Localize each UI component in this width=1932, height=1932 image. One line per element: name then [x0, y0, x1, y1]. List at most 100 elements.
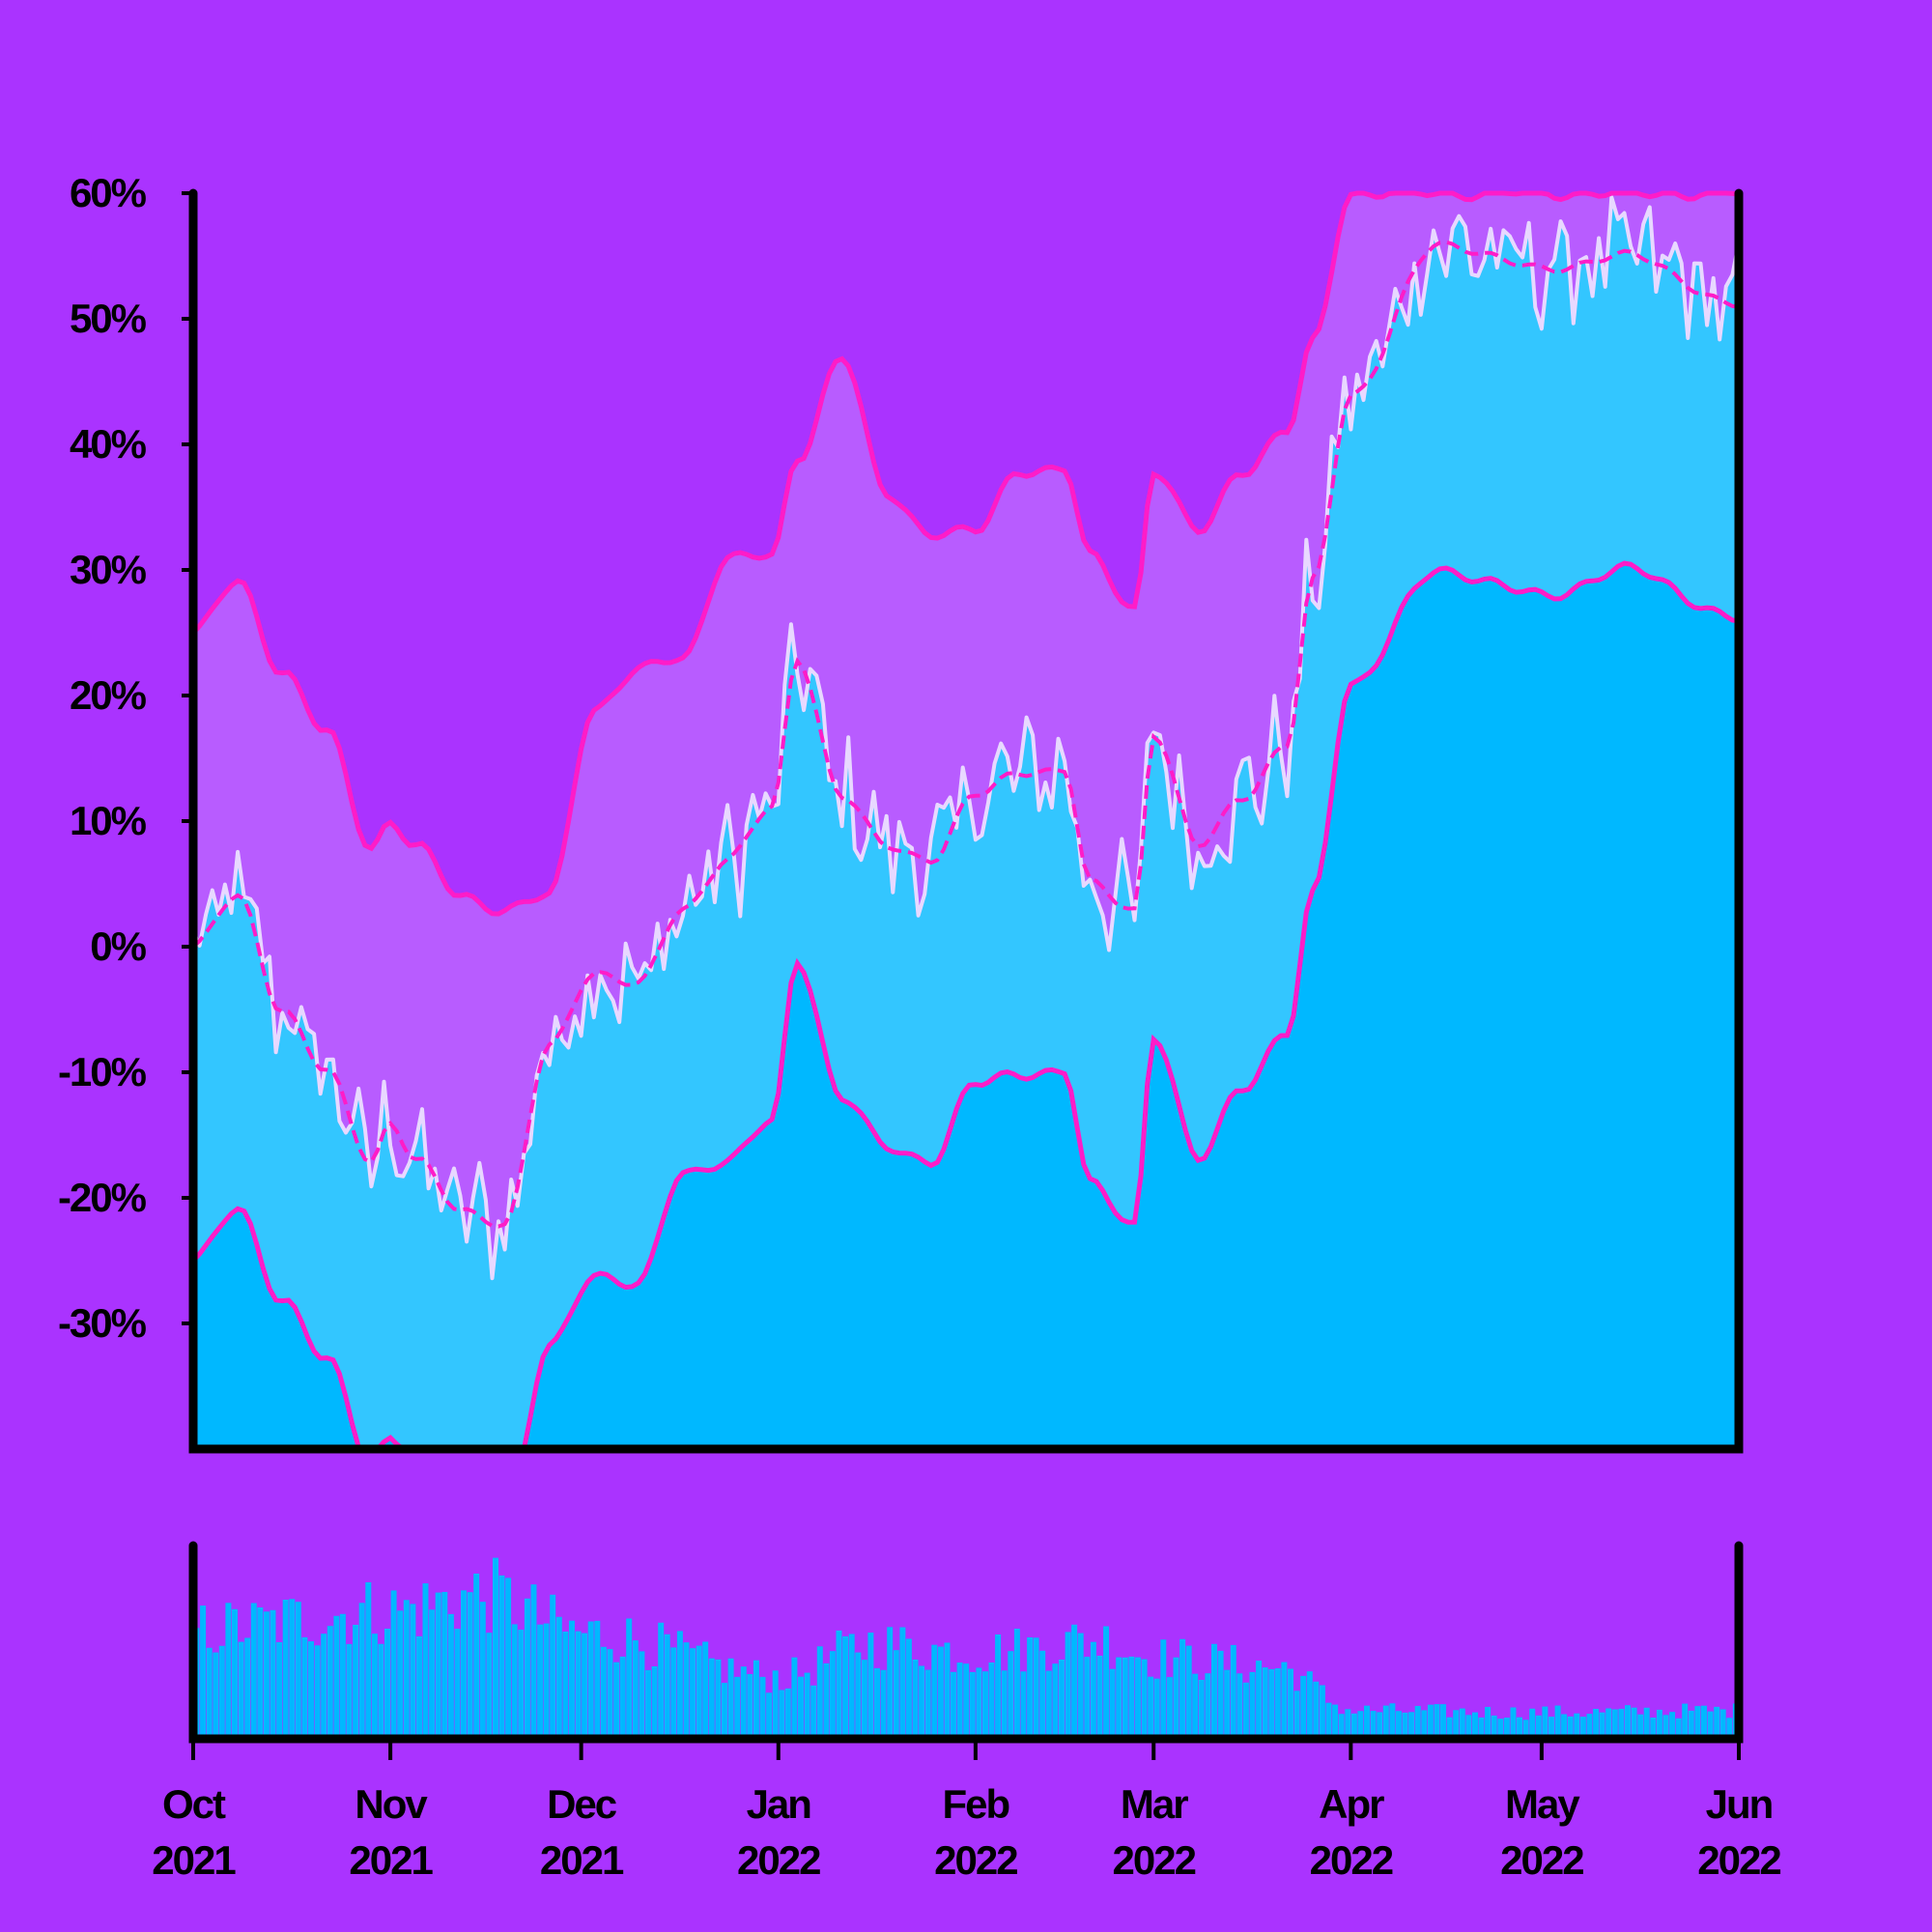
volume-bar: [562, 1632, 569, 1739]
volume-bar: [810, 1685, 817, 1739]
volume-bar: [1205, 1673, 1211, 1739]
volume-bar: [263, 1611, 270, 1739]
volume-bar: [1052, 1663, 1059, 1739]
volume-bar: [619, 1656, 626, 1739]
lower-band-fill: [193, 563, 1739, 1449]
volume-bar: [1472, 1712, 1478, 1739]
volume-bar: [937, 1646, 944, 1739]
volume-bar: [956, 1662, 963, 1739]
volume-bar: [626, 1618, 633, 1739]
volume-bar: [390, 1590, 397, 1739]
volume-bar: [1707, 1711, 1714, 1739]
volume-bar: [1153, 1678, 1160, 1739]
volume-bar: [339, 1613, 346, 1739]
x-tick-label-year: 2021: [349, 1837, 433, 1883]
volume-bar: [1001, 1670, 1008, 1739]
volume-bar: [798, 1676, 804, 1739]
volume-bar: [1586, 1714, 1593, 1739]
volume-bar: [1084, 1657, 1091, 1739]
volume-bars: [193, 1557, 1739, 1739]
volume-bar: [225, 1603, 232, 1739]
volume-bar: [498, 1575, 505, 1739]
volume-bar: [842, 1635, 849, 1739]
volume-bar: [639, 1651, 645, 1739]
volume-bar: [1281, 1662, 1288, 1739]
volume-bar: [353, 1625, 359, 1739]
volume-bar: [555, 1616, 562, 1739]
volume-bar: [384, 1629, 390, 1739]
volume-bar: [664, 1634, 670, 1739]
volume-bar: [218, 1645, 225, 1739]
volume-bar: [1656, 1709, 1662, 1739]
volume-bar: [1166, 1677, 1173, 1739]
volume-bar: [1529, 1708, 1536, 1739]
volume-bar: [912, 1660, 919, 1739]
volume-bar: [1262, 1667, 1268, 1739]
volume-bar: [1446, 1717, 1453, 1739]
volume-bar: [670, 1647, 677, 1739]
volume-bar: [1402, 1712, 1408, 1739]
volume-bar: [1059, 1660, 1065, 1739]
volume-bar: [257, 1607, 264, 1739]
volume-bar: [1491, 1715, 1497, 1739]
volume-bar: [600, 1646, 607, 1739]
volume-bar: [848, 1634, 855, 1739]
volume-bar: [232, 1608, 238, 1739]
x-tick-label-year: 2022: [1310, 1837, 1393, 1883]
volume-bar: [1135, 1657, 1141, 1739]
volume-bar: [518, 1630, 525, 1739]
volume-bar: [1319, 1685, 1325, 1739]
volume-bar: [282, 1600, 289, 1739]
x-tick-label-month: May: [1505, 1781, 1580, 1827]
volume-bar: [1567, 1716, 1574, 1739]
volume-bar: [1230, 1644, 1236, 1739]
x-tick-label-year: 2022: [737, 1837, 820, 1883]
volume-bar: [1109, 1668, 1116, 1739]
volume-bar: [740, 1666, 747, 1739]
volume-bar: [1268, 1668, 1275, 1739]
volume-bar: [632, 1640, 639, 1739]
volume-bar: [289, 1599, 296, 1739]
volume-bar: [1701, 1705, 1707, 1739]
upper-band-line: [191, 190, 1740, 917]
volume-bar: [1249, 1671, 1256, 1739]
volume-bar: [1395, 1711, 1402, 1739]
volume-bar: [1224, 1669, 1231, 1739]
volume-bar: [676, 1631, 683, 1739]
volume-bar: [321, 1634, 327, 1739]
volume-bar: [784, 1688, 791, 1739]
volume-bar: [874, 1667, 880, 1739]
y-tick-label: 20%: [70, 672, 147, 718]
volume-bar: [1682, 1703, 1689, 1739]
volume-bar: [1389, 1703, 1396, 1739]
volume-bar: [550, 1594, 556, 1739]
volume-bar: [486, 1633, 493, 1739]
volume-bar: [1434, 1704, 1440, 1739]
x-tick-label-year: 2021: [152, 1837, 236, 1883]
volume-bar: [333, 1615, 340, 1739]
volume-bar: [213, 1652, 219, 1739]
volume-bar: [708, 1658, 715, 1739]
volume-bar: [1726, 1718, 1733, 1739]
volume-bar: [537, 1624, 544, 1739]
x-tick-label-year: 2022: [1500, 1837, 1583, 1883]
volume-bar: [766, 1692, 773, 1739]
volume-bar: [1148, 1676, 1154, 1739]
volume-bar: [1045, 1670, 1052, 1739]
volume-bar: [1719, 1709, 1726, 1739]
x-tick-label-month: Apr: [1319, 1781, 1384, 1827]
volume-bar: [899, 1627, 906, 1739]
volume-bar: [1192, 1673, 1199, 1739]
x-tick-label-year: 2022: [1113, 1837, 1196, 1883]
volume-bar: [1688, 1710, 1694, 1739]
volume-bar: [327, 1626, 333, 1739]
volume-bar: [346, 1643, 353, 1739]
volume-plot: Oct 2021 Nov 2021 Dec 2021 Jan 2022 Feb 2022 Mar 20…: [152, 1541, 1782, 1883]
volume-bar: [1198, 1680, 1205, 1739]
volume-bar: [530, 1584, 537, 1739]
volume-bar: [976, 1667, 982, 1739]
volume-bar: [963, 1663, 970, 1739]
x-tick-label-month: Jun: [1706, 1781, 1773, 1827]
volume-bar: [931, 1644, 938, 1739]
